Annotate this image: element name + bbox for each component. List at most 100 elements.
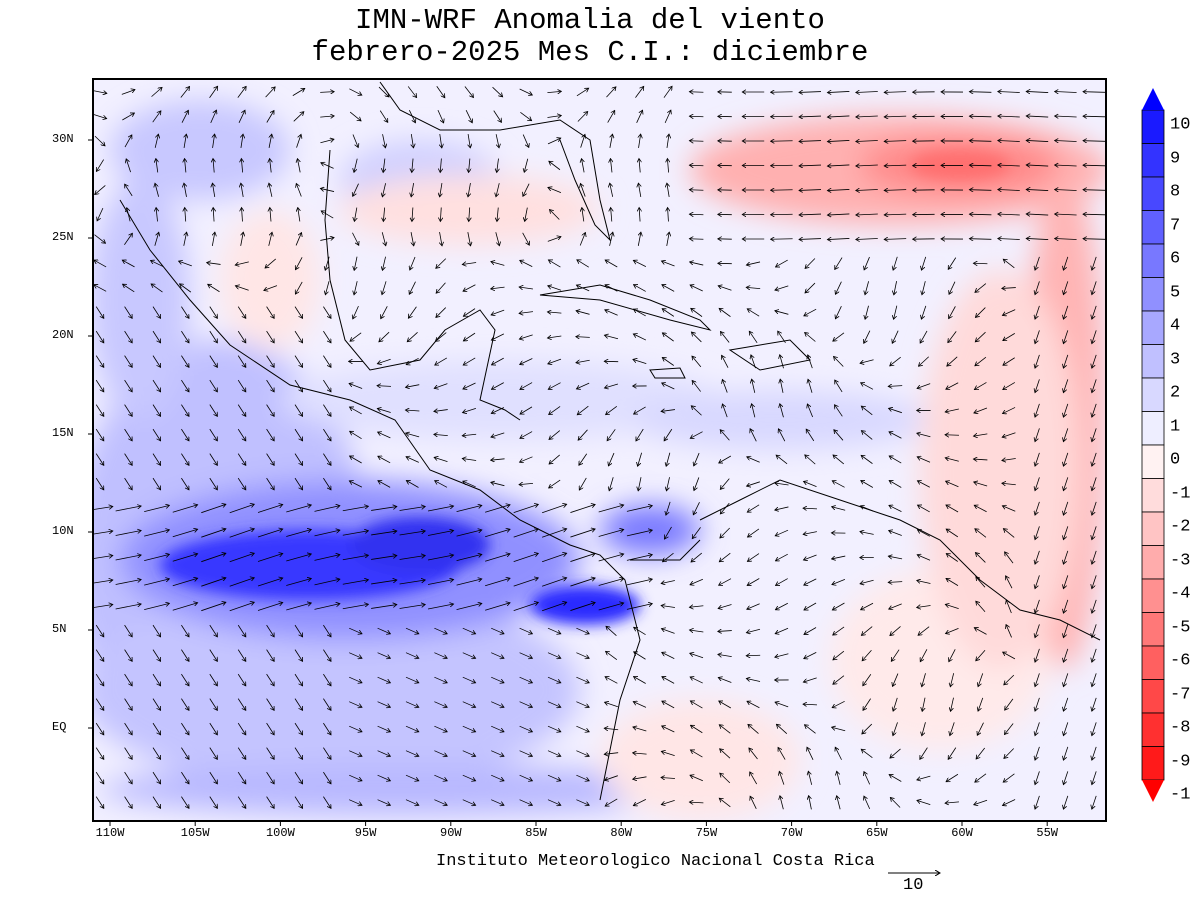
wind-vector bbox=[436, 86, 445, 97]
wind-vector bbox=[95, 330, 104, 343]
wind-vector bbox=[918, 626, 930, 636]
wind-vector bbox=[598, 554, 624, 562]
wind-vector bbox=[922, 281, 926, 295]
wind-vector bbox=[323, 355, 331, 368]
wind-vector bbox=[323, 428, 331, 441]
wind-vector bbox=[209, 453, 218, 466]
wind-vector bbox=[201, 602, 226, 612]
wind-vector bbox=[917, 505, 930, 513]
wind-vector bbox=[144, 530, 169, 537]
wind-vector bbox=[353, 183, 359, 197]
wind-vector bbox=[775, 285, 789, 290]
wind-vector bbox=[803, 532, 817, 535]
colorbar-segment bbox=[1141, 377, 1165, 412]
lon-label: 70W bbox=[780, 826, 803, 840]
wind-vector bbox=[266, 747, 275, 760]
wind-vector bbox=[95, 649, 104, 662]
wind-vector bbox=[185, 159, 186, 173]
wind-vector bbox=[294, 379, 303, 392]
wind-vector bbox=[917, 530, 930, 537]
wind-vector bbox=[266, 110, 274, 123]
wind-vector bbox=[266, 428, 275, 441]
wind-vector bbox=[266, 722, 275, 735]
wind-vector bbox=[382, 256, 386, 271]
wind-vector bbox=[978, 697, 984, 711]
wind-vector bbox=[749, 331, 758, 344]
wind-vector bbox=[918, 356, 930, 367]
wind-vector bbox=[547, 774, 561, 781]
wind-vector bbox=[661, 580, 675, 584]
wind-vector bbox=[352, 232, 358, 245]
wind-vector bbox=[323, 747, 331, 760]
wind-vector bbox=[861, 749, 873, 759]
wind-vector bbox=[181, 698, 189, 711]
wind-vector bbox=[827, 238, 850, 239]
wind-vector bbox=[201, 504, 226, 514]
wind-vector bbox=[436, 282, 446, 293]
wind-vector bbox=[804, 602, 817, 610]
wind-vector bbox=[410, 256, 416, 270]
wind-vector bbox=[570, 529, 595, 538]
wind-vector bbox=[808, 771, 813, 785]
wind-vector bbox=[437, 109, 444, 123]
wind-vector bbox=[945, 802, 960, 803]
wind-vector bbox=[354, 207, 356, 222]
wind-vector bbox=[213, 134, 215, 148]
wind-vector bbox=[349, 111, 361, 121]
wind-vector bbox=[124, 404, 133, 417]
wind-vector bbox=[124, 453, 133, 466]
wind-vector bbox=[807, 747, 814, 760]
wind-vector bbox=[570, 578, 595, 587]
wind-vector bbox=[969, 116, 992, 117]
wind-vector bbox=[152, 477, 161, 490]
wind-vector bbox=[747, 481, 760, 486]
wind-vector bbox=[491, 652, 504, 659]
wind-vector bbox=[209, 649, 218, 662]
wind-vector bbox=[497, 158, 499, 173]
lat-label: EQ bbox=[52, 720, 67, 734]
wind-vector bbox=[407, 331, 418, 341]
wind-vector bbox=[576, 382, 590, 389]
wind-vector bbox=[633, 334, 647, 341]
wind-vector bbox=[720, 749, 731, 759]
wind-vector bbox=[917, 383, 931, 389]
wind-vector bbox=[974, 382, 987, 389]
wind-vector bbox=[577, 405, 589, 415]
wind-vector bbox=[751, 355, 756, 369]
wind-vector bbox=[832, 727, 846, 732]
wind-vector bbox=[662, 652, 675, 659]
wind-vector bbox=[832, 507, 846, 511]
wind-vector bbox=[719, 798, 731, 808]
wind-vector bbox=[864, 256, 870, 270]
wind-vector bbox=[746, 287, 761, 288]
wind-vector bbox=[520, 456, 533, 462]
wind-vector bbox=[548, 382, 561, 390]
wind-vector bbox=[638, 183, 640, 197]
wind-vector bbox=[491, 309, 505, 315]
wind-vector bbox=[693, 502, 700, 515]
wind-vector bbox=[95, 355, 104, 368]
wind-vector bbox=[434, 383, 448, 389]
colorbar-segment bbox=[1141, 411, 1165, 446]
colorbar-label: -5 bbox=[1170, 618, 1191, 637]
wind-vector bbox=[719, 578, 732, 586]
wind-vector bbox=[321, 163, 334, 169]
wind-vector bbox=[152, 698, 161, 711]
wind-vector bbox=[406, 433, 420, 438]
wind-vector bbox=[884, 116, 907, 117]
wind-vector bbox=[578, 429, 588, 440]
colorbar-segment bbox=[1141, 143, 1165, 178]
wind-vector bbox=[978, 673, 984, 686]
wind-vector bbox=[747, 504, 760, 512]
wind-vector bbox=[436, 258, 447, 269]
wind-vector bbox=[720, 332, 730, 343]
wind-vector bbox=[949, 649, 956, 661]
wind-vector bbox=[1002, 432, 1016, 437]
wind-vector bbox=[491, 725, 504, 732]
wind-vector bbox=[893, 697, 898, 711]
colorbar-segment bbox=[1141, 344, 1165, 379]
wind-vector bbox=[719, 725, 731, 734]
wind-vector bbox=[998, 190, 1020, 191]
wind-vector bbox=[144, 505, 169, 513]
wind-vector bbox=[349, 88, 361, 95]
